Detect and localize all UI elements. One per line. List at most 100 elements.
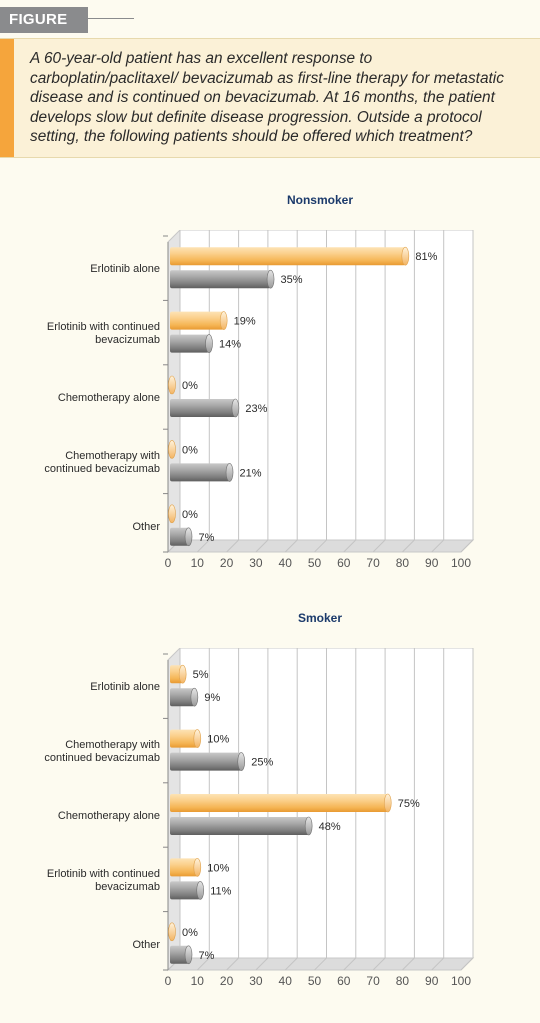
nonsmoker-bar-cap-series2 xyxy=(205,334,213,353)
nonsmoker-category-label-line: Other xyxy=(132,521,160,533)
nonsmoker-gridline-floor xyxy=(255,539,269,553)
nonsmoker-tick-label: 60 xyxy=(337,556,351,570)
smoker-bar-series2 xyxy=(170,945,189,964)
smoker-gridline-floor xyxy=(284,957,298,971)
nonsmoker-gridline-floor xyxy=(343,539,357,553)
smoker-value-label: 25% xyxy=(251,757,273,769)
smoker-category-label: Chemotherapy with continued bevacizumab xyxy=(44,739,160,764)
nonsmoker-bar-series1 xyxy=(170,311,224,330)
nonsmoker-gridline-floor xyxy=(372,539,386,553)
smoker-gridline-floor xyxy=(226,957,239,971)
nonsmoker-value-label: 0% xyxy=(182,509,198,521)
smoker-tick-label: 30 xyxy=(249,974,263,988)
nonsmoker-bar-series2 xyxy=(170,334,210,353)
nonsmoker-category-label-line: bevacizumab xyxy=(95,334,160,346)
nonsmoker-category-label-line: Erlotinib alone xyxy=(90,263,160,275)
nonsmoker-chart: 0 10 20 30 40 50 60 70 80 90 100 Erlotinib alone 81%… xyxy=(44,230,475,570)
question-box: A 60-year-old patient has an excellent r… xyxy=(0,38,540,158)
nonsmoker-bar-cap-series1 xyxy=(168,440,176,459)
nonsmoker-value-label: 0% xyxy=(182,380,198,392)
nonsmoker-gridline-floor xyxy=(284,539,298,553)
nonsmoker-category-label: Other xyxy=(132,521,160,533)
nonsmoker-bar-cap-series2 xyxy=(184,527,193,547)
smoker-bar-cap-series1 xyxy=(193,858,202,877)
nonsmoker-category-label: Chemotherapy with continued bevacizumab xyxy=(44,450,160,475)
nonsmoker-category-label-line: Erlotinib with continued xyxy=(47,321,160,333)
smoker-category-label-line: continued bevacizumab xyxy=(44,752,160,764)
smoker-category-label-line: bevacizumab xyxy=(95,881,160,893)
nonsmoker-bar-series2 xyxy=(170,270,271,289)
nonsmoker-gridline-floor xyxy=(460,539,474,553)
nonsmoker-category-label: Erlotinib alone xyxy=(90,263,160,275)
smoker-bar-series1 xyxy=(170,794,388,812)
smoker-bar-cap-series1 xyxy=(193,729,202,748)
nonsmoker-gridline-floor xyxy=(431,539,445,553)
smoker-category-label-line: Chemotherapy with xyxy=(65,739,160,751)
smoker-category-label-line: Erlotinib alone xyxy=(90,681,160,693)
chart-title-smoker: Smoker xyxy=(297,611,343,625)
nonsmoker-bar-cap-series1 xyxy=(219,311,228,330)
question-accent-bar xyxy=(0,39,14,157)
question-text: A 60-year-old patient has an excellent r… xyxy=(30,50,504,145)
smoker-gridline-floor xyxy=(314,957,327,971)
smoker-value-label: 10% xyxy=(207,862,229,874)
nonsmoker-tick-label: 30 xyxy=(249,556,263,570)
nonsmoker-bar-series2 xyxy=(170,527,189,546)
nonsmoker-tick-label: 0 xyxy=(165,556,172,570)
smoker-category-label: Erlotinib with continued bevacizumab xyxy=(47,868,160,893)
smoker-value-label: 10% xyxy=(207,734,229,746)
smoker-tick-label: 50 xyxy=(308,974,322,988)
smoker-bar-cap-series1 xyxy=(383,793,392,813)
smoker-tick-label: 0 xyxy=(165,974,172,988)
smoker-value-label: 48% xyxy=(319,821,341,833)
nonsmoker-category-label-line: Chemotherapy alone xyxy=(58,392,160,404)
smoker-bar-cap-series2 xyxy=(190,687,199,707)
nonsmoker-category-label: Chemotherapy alone xyxy=(58,392,160,404)
smoker-gridline-floor xyxy=(402,957,415,971)
smoker-tick-label: 90 xyxy=(425,974,439,988)
nonsmoker-bar-series1 xyxy=(170,247,406,266)
smoker-gridline-floor xyxy=(372,957,386,971)
smoker-bar-cap-series2 xyxy=(184,945,193,965)
smoker-gridline-floor xyxy=(343,957,357,971)
nonsmoker-bar-cap-series1 xyxy=(168,504,176,524)
smoker-category-label: Chemotherapy alone xyxy=(58,810,160,822)
figure-label: FIGURE 35 xyxy=(0,7,88,54)
smoker-gridline-floor xyxy=(460,957,474,971)
nonsmoker-bar-cap-series2 xyxy=(231,398,240,418)
nonsmoker-tick-label: 80 xyxy=(396,556,410,570)
nonsmoker-tick-label: 100 xyxy=(451,556,471,570)
smoker-value-label: 9% xyxy=(204,692,220,704)
nonsmoker-tick-label: 40 xyxy=(279,556,293,570)
nonsmoker-gridline-floor xyxy=(314,539,327,553)
smoker-category-label: Other xyxy=(132,939,160,951)
nonsmoker-bar-cap-series2 xyxy=(225,463,234,482)
nonsmoker-value-label: 35% xyxy=(281,274,303,286)
smoker-bar-series2 xyxy=(170,752,242,771)
nonsmoker-tick-label: 70 xyxy=(366,556,380,570)
smoker-value-label: 5% xyxy=(193,669,209,681)
smoker-chart: 0 10 20 30 40 50 60 70 80 90 100 Erlotinib alone 5% 9… xyxy=(44,648,475,988)
nonsmoker-tick-label: 90 xyxy=(425,556,439,570)
nonsmoker-gridline-floor xyxy=(226,539,239,553)
smoker-bar-series2 xyxy=(170,688,195,707)
smoker-gridline-floor xyxy=(431,957,445,971)
smoker-tick-label: 100 xyxy=(451,974,471,988)
nonsmoker-bar-series2 xyxy=(170,463,230,482)
smoker-gridline-floor xyxy=(196,957,210,971)
smoker-bar-cap-series1 xyxy=(178,664,187,684)
smoker-bar-series1 xyxy=(170,729,198,748)
smoker-value-label: 0% xyxy=(182,927,198,939)
smoker-category-label-line: Other xyxy=(132,939,160,951)
smoker-category-label: Erlotinib alone xyxy=(90,681,160,693)
nonsmoker-value-label: 14% xyxy=(219,339,241,351)
smoker-value-label: 11% xyxy=(210,885,231,897)
smoker-bar-cap-series2 xyxy=(196,881,205,900)
smoker-bar-series1 xyxy=(170,858,198,877)
nonsmoker-bar-series2 xyxy=(170,399,236,417)
smoker-bar-cap-series2 xyxy=(237,752,246,771)
smoker-bar-series2 xyxy=(170,817,309,835)
nonsmoker-value-label: 19% xyxy=(234,316,256,328)
smoker-bar-cap-series1 xyxy=(168,922,176,942)
nonsmoker-bar-cap-series2 xyxy=(266,269,275,289)
